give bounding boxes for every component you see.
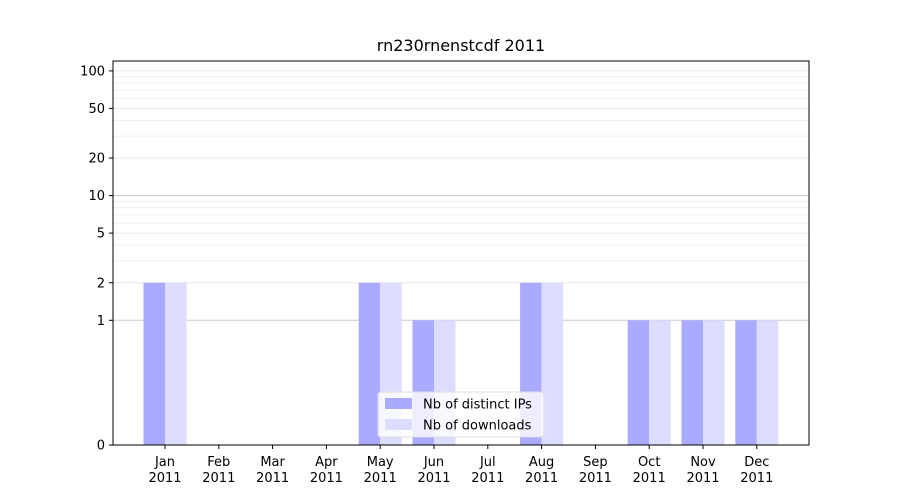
- bar-distinct-ips: [627, 320, 650, 445]
- legend-swatch: [385, 398, 412, 409]
- y-axis: 0 1 2 5 10 20 50 100: [80, 64, 113, 454]
- bar-downloads: [703, 320, 725, 445]
- legend-swatch: [385, 419, 412, 430]
- bar-downloads: [541, 282, 564, 445]
- x-tick-label: Apr 2011: [310, 455, 343, 486]
- y-tick-label: 50: [88, 102, 105, 117]
- y-tick-label: 100: [80, 64, 105, 79]
- x-tick-label: Feb 2011: [202, 455, 235, 486]
- legend-label: Nb of distinct IPs: [423, 398, 532, 413]
- y-tick-label: 0: [97, 439, 105, 454]
- chart-title: rn230rnenstcdf 2011: [377, 36, 545, 55]
- y-tick-label: 20: [88, 152, 105, 167]
- bar-distinct-ips: [735, 320, 757, 445]
- x-tick-label: May 2011: [364, 455, 397, 486]
- bar-distinct-ips: [358, 282, 381, 445]
- y-tick-label: 5: [97, 227, 105, 242]
- y-tick-label: 2: [97, 276, 105, 291]
- x-tick-label: Aug 2011: [525, 455, 558, 486]
- y-tick-label: 1: [97, 314, 105, 329]
- x-tick-label: Dec 2011: [740, 455, 773, 486]
- x-axis: Jan 2011 Feb 2011 Mar 2011 Apr 2011 May 2011 Jun 20…: [148, 445, 773, 486]
- plot-frame: [112, 60, 810, 446]
- bars: [143, 282, 779, 445]
- bar-distinct-ips: [143, 282, 165, 445]
- legend-label: Nb of downloads: [423, 419, 532, 434]
- bar-downloads: [756, 320, 779, 445]
- y-tick-label: 10: [88, 189, 105, 204]
- x-tick-label: Jul 2011: [471, 455, 504, 486]
- bar-downloads: [165, 282, 187, 445]
- x-tick-label: Mar 2011: [256, 455, 289, 486]
- legend: Nb of distinct IPs Nb of downloads: [377, 391, 545, 438]
- bar-downloads: [649, 320, 671, 445]
- bar-distinct-ips: [681, 320, 703, 445]
- x-tick-label: Oct 2011: [633, 455, 666, 486]
- x-tick-label: Sep 2011: [579, 455, 612, 486]
- x-tick-label: Jun 2011: [417, 455, 450, 486]
- legend-box: [377, 391, 545, 438]
- x-tick-label: Jan 2011: [148, 455, 181, 486]
- x-tick-label: Nov 2011: [686, 455, 719, 486]
